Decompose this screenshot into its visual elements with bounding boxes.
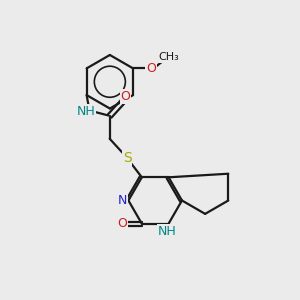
Text: CH₃: CH₃: [159, 52, 179, 62]
Text: O: O: [120, 90, 130, 103]
Text: O: O: [146, 62, 156, 75]
Text: N: N: [118, 194, 127, 207]
Text: NH: NH: [158, 225, 177, 238]
Text: S: S: [123, 151, 131, 165]
Text: NH: NH: [77, 105, 95, 118]
Text: O: O: [117, 217, 127, 230]
